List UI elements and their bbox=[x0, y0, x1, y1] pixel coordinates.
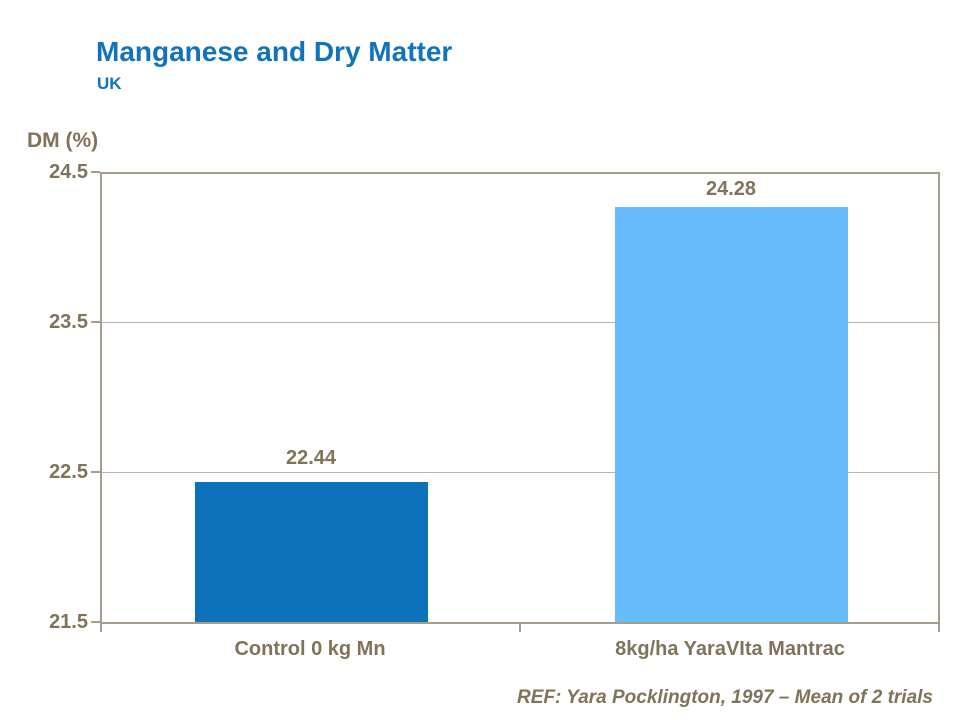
y-tick-mark bbox=[91, 621, 100, 623]
y-axis-title: DM (%) bbox=[27, 129, 99, 152]
reference-note: REF: Yara Pocklington, 1997 – Mean of 2 … bbox=[516, 687, 933, 708]
y-tick-label-23-5: 23.5 bbox=[49, 311, 88, 333]
bar-control bbox=[195, 482, 428, 622]
x-tick-mark bbox=[100, 624, 102, 632]
y-tick-label-22-5: 22.5 bbox=[49, 461, 88, 483]
y-tick-mark bbox=[91, 171, 100, 173]
chart-subtitle: UK bbox=[97, 74, 122, 93]
x-category-label-control: Control 0 kg Mn bbox=[234, 638, 386, 660]
y-tick-label-21-5: 21.5 bbox=[49, 611, 88, 633]
gridline-22-5 bbox=[102, 472, 938, 473]
x-tick-mark bbox=[519, 624, 521, 632]
bar-yaravita-mantrac bbox=[615, 207, 848, 622]
y-tick-mark bbox=[91, 321, 100, 323]
gridline-23-5 bbox=[102, 322, 938, 323]
y-tick-label-24-5: 24.5 bbox=[49, 161, 88, 183]
chart-title: Manganese and Dry Matter bbox=[96, 36, 453, 67]
y-tick-mark bbox=[91, 471, 100, 473]
bar-value-label-control: 22.44 bbox=[285, 447, 337, 469]
x-tick-mark bbox=[938, 624, 940, 632]
plot-area bbox=[100, 172, 940, 624]
x-category-label-mantrac: 8kg/ha YaraVIta Mantrac bbox=[615, 638, 845, 660]
bar-value-label-mantrac: 24.28 bbox=[705, 178, 757, 200]
